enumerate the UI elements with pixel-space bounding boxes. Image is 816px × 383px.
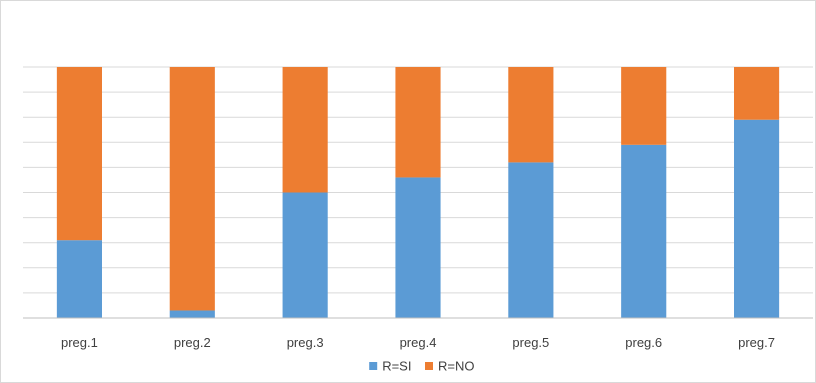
legend-swatch-no [425,362,433,370]
x-tick-label: preg.6 [625,335,662,350]
bar-no-2 [169,67,215,311]
x-tick-label: preg.5 [512,335,549,350]
bar-no-3 [282,67,328,193]
x-tick-label: preg.7 [738,335,775,350]
bar-no-6 [621,67,667,145]
x-tick-label: preg.3 [287,335,324,350]
bar-no-4 [395,67,441,178]
bar-si-5 [508,162,554,318]
x-tick-label: preg.4 [400,335,437,350]
bar-no-5 [508,67,554,163]
bar-no-1 [56,67,102,241]
x-tick-labels: preg.1 preg.2 preg.3 preg.4 preg.5 preg.6 preg… [61,335,775,350]
x-tick-label: preg.1 [61,335,98,350]
bar-si-3 [282,192,328,318]
bar-si-1 [56,240,102,318]
bar-si-4 [395,177,441,318]
legend-label-no: R=NO [438,359,474,374]
legend: R=SI R=NO [369,359,474,374]
x-tick-label: preg.2 [174,335,211,350]
legend-swatch-si [369,362,378,370]
bar-si-2 [169,310,215,318]
bar-si-7 [734,119,780,319]
bar-si-6 [621,144,667,318]
bars [56,67,780,319]
bar-no-7 [734,67,780,120]
legend-label-si: R=SI [382,359,411,374]
